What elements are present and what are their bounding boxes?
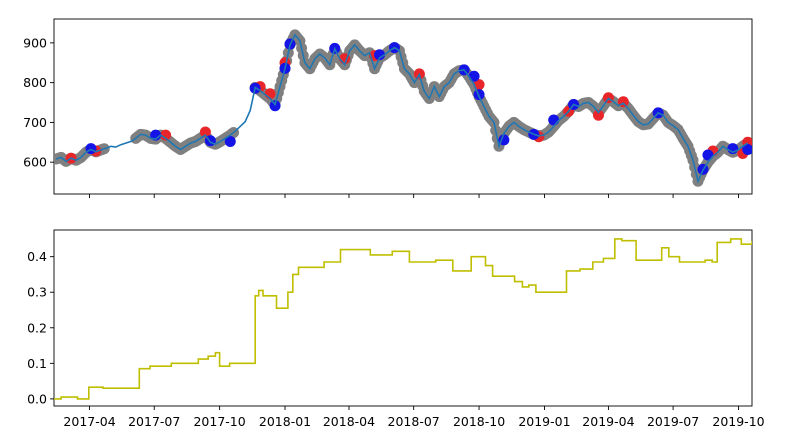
blue-marker — [702, 149, 714, 161]
ratio-ytick-label: 0.0 — [27, 391, 47, 406]
ratio-xtick-label: 2018-01 — [259, 414, 311, 429]
red-marker — [473, 79, 485, 91]
price-ytick-label: 800 — [23, 75, 47, 90]
blue-marker — [224, 136, 236, 147]
ratio-plot-area — [54, 238, 752, 400]
ratio-xtick-label: 2018-10 — [453, 414, 505, 429]
ratio-ytick-label: 0.2 — [27, 320, 47, 335]
ratio-xtick-label: 2017-07 — [128, 414, 180, 429]
ratio-axes-frame — [53, 229, 753, 407]
blue-marker — [742, 143, 752, 155]
red-marker — [592, 109, 604, 121]
price-ytick-label: 900 — [23, 35, 47, 50]
ratio-xtick-label: 2018-07 — [388, 414, 440, 429]
blue-marker — [468, 70, 480, 82]
ratio-panel: 0.0 0.1 0.2 0.3 0.4 2017-04 2017-07 2017-10 2018… — [27, 229, 765, 429]
price-axes-frame — [53, 18, 753, 195]
ratio-xtick-label: 2019-04 — [582, 414, 634, 429]
blue-marker — [548, 114, 560, 126]
ratio-ytick-label: 0.1 — [27, 356, 47, 371]
price-ytick-label: 700 — [23, 115, 47, 130]
ratio-xtick-label: 2017-10 — [193, 414, 245, 429]
red-marker — [199, 126, 211, 138]
price-panel: 600 700 800 900 — [23, 18, 753, 198]
blue-marker — [269, 100, 281, 112]
red-marker — [160, 129, 172, 141]
price-plot-area — [54, 29, 752, 187]
blue-marker — [374, 49, 386, 61]
ratio-xtick-label: 2019-01 — [518, 414, 570, 429]
ratio-ytick-label: 0.4 — [27, 249, 47, 264]
ratio-xtick-label: 2017-04 — [63, 414, 115, 429]
ratio-step-line — [54, 238, 752, 400]
ratio-xtick-label: 2019-10 — [712, 414, 764, 429]
price-ytick-label: 600 — [23, 155, 47, 170]
ratio-ytick-label: 0.3 — [27, 285, 47, 300]
price-line — [55, 33, 749, 184]
ratio-xtick-label: 2019-07 — [647, 414, 699, 429]
ratio-xtick-label: 2018-04 — [323, 414, 375, 429]
